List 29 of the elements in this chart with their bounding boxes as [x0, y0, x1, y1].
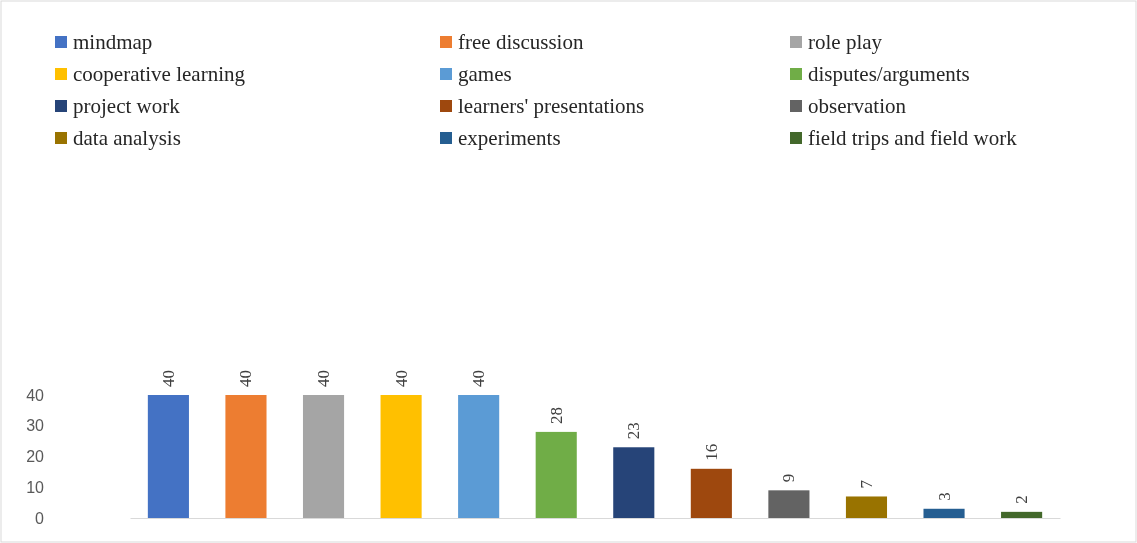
legend-label: observation	[808, 94, 907, 118]
legend-label: mindmap	[73, 30, 153, 54]
legend-label: cooperative learning	[73, 62, 246, 86]
legend-label: data analysis	[73, 126, 181, 150]
data-label: 40	[236, 370, 256, 387]
data-label: 2	[1012, 495, 1032, 504]
data-label: 7	[856, 479, 876, 489]
y-tick-label: 30	[26, 417, 45, 435]
data-label: 9	[779, 473, 799, 483]
legend-label: field trips and field work	[808, 126, 1018, 150]
data-label: 23	[624, 422, 644, 440]
data-label: 16	[701, 443, 721, 461]
y-tick-label: 10	[26, 478, 45, 496]
data-label: 40	[314, 370, 334, 387]
legend-label: learners' presentations	[458, 94, 645, 118]
y-tick-label: 40	[26, 386, 45, 404]
y-tick-label: 0	[35, 509, 45, 527]
data-label: 28	[546, 406, 566, 424]
data-label: 40	[469, 370, 489, 387]
legend-label: disputes/arguments	[808, 62, 970, 86]
legend-label: games	[458, 62, 512, 86]
legend-label: role play	[808, 30, 883, 54]
data-label: 40	[391, 370, 411, 387]
legend-label: free discussion	[458, 30, 584, 54]
y-tick-label: 20	[26, 448, 45, 466]
legend-label: project work	[73, 94, 181, 118]
legend-label: experiments	[458, 126, 561, 150]
data-label: 3	[934, 492, 954, 501]
data-label: 40	[158, 370, 178, 387]
